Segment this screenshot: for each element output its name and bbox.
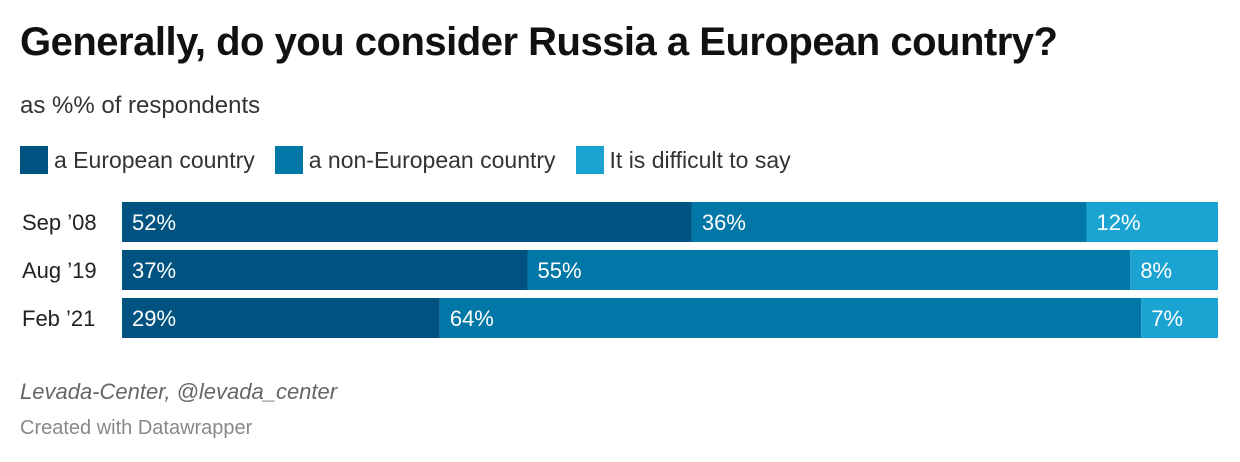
data-label: 29% <box>132 306 176 331</box>
bar-segment <box>122 202 692 242</box>
chart-subtitle: as %% of respondents <box>20 92 261 119</box>
bar-segment <box>122 298 440 338</box>
legend-label-european: a European country <box>54 146 255 173</box>
bar-segment <box>439 298 1142 338</box>
data-label: 8% <box>1140 258 1172 283</box>
legend-item-european: a European country <box>20 146 255 174</box>
bar-segment <box>527 250 1131 290</box>
data-label: 7% <box>1151 306 1183 331</box>
legend-label-difficult: It is difficult to say <box>609 146 791 173</box>
legend: a European country a non-European countr… <box>20 146 811 174</box>
legend-swatch-european <box>20 146 48 174</box>
data-label: 36% <box>702 210 746 235</box>
category-label: Aug ’19 <box>22 258 97 283</box>
data-label: 55% <box>538 258 582 283</box>
credit-note: Created with Datawrapper <box>20 417 253 439</box>
bar-segment <box>122 250 528 290</box>
bar-segment <box>1141 298 1218 338</box>
category-label: Feb ’21 <box>22 306 95 331</box>
data-label: 52% <box>132 210 176 235</box>
legend-swatch-non-european <box>274 146 303 174</box>
data-label: 64% <box>450 306 494 331</box>
bar-segment <box>1130 250 1218 290</box>
chart-title: Generally, do you consider Russia a Euro… <box>20 20 1058 64</box>
data-label: 12% <box>1096 210 1140 235</box>
legend-label-non-european: a non-European country <box>308 146 556 173</box>
bar-segment <box>1086 202 1218 242</box>
legend-item-difficult: It is difficult to say <box>575 146 791 174</box>
legend-swatch-difficult <box>575 146 604 174</box>
legend-item-non-european: a non-European country <box>274 146 556 174</box>
source-note: Levada-Center, @levada_center <box>20 379 338 404</box>
bar-segment <box>691 202 1087 242</box>
category-label: Sep ’08 <box>22 210 97 235</box>
stacked-bar-chart: Sep ’08 52% 36% 12% Aug ’19 37% 55% 8% Feb ’21 29… <box>22 202 1218 338</box>
data-label: 37% <box>132 258 176 283</box>
